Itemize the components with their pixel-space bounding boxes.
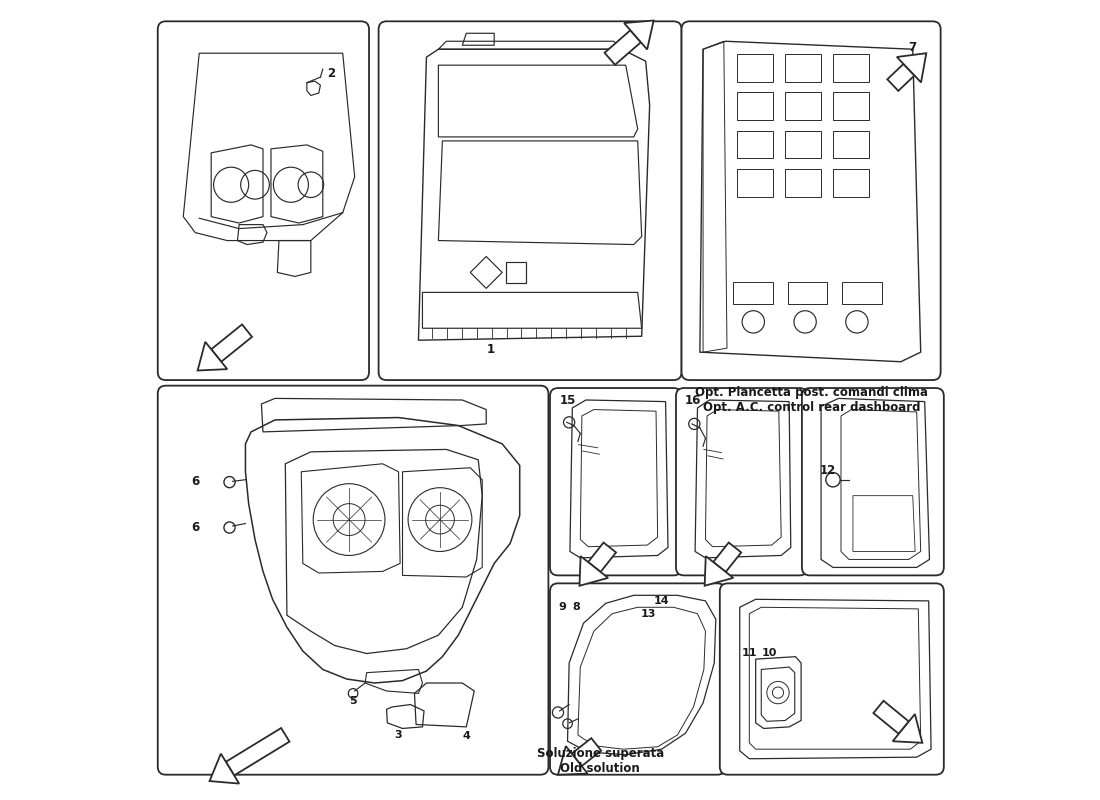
Polygon shape [624,21,653,50]
FancyBboxPatch shape [719,583,944,774]
Text: 12: 12 [820,464,836,477]
Polygon shape [705,556,734,586]
Text: 5: 5 [349,696,356,706]
Polygon shape [580,556,608,586]
Polygon shape [198,342,228,370]
FancyBboxPatch shape [378,22,682,380]
FancyBboxPatch shape [157,386,549,774]
Polygon shape [211,325,252,362]
Text: 15: 15 [560,394,576,406]
Text: Soluzione superata
Old solution: Soluzione superata Old solution [537,747,663,775]
FancyBboxPatch shape [550,583,725,774]
Text: eurospartes: eurospartes [475,223,608,242]
Text: 11: 11 [741,648,757,658]
Polygon shape [226,728,289,775]
Text: eurospartes: eurospartes [209,223,341,242]
Polygon shape [893,714,922,743]
Polygon shape [713,542,741,572]
Polygon shape [888,64,914,91]
FancyBboxPatch shape [802,388,944,575]
Text: 6: 6 [191,521,199,534]
Text: 7: 7 [909,41,917,54]
Text: 14: 14 [653,596,669,606]
FancyBboxPatch shape [157,22,368,380]
Text: 16: 16 [684,394,701,406]
Text: eurospartes: eurospartes [209,598,341,617]
Text: 13: 13 [641,609,657,618]
Text: 4: 4 [462,731,470,742]
Polygon shape [896,54,926,82]
Polygon shape [588,542,616,572]
FancyBboxPatch shape [676,388,807,575]
Text: 1: 1 [486,343,494,356]
Text: 3: 3 [395,730,403,740]
Text: 8: 8 [572,602,580,612]
Polygon shape [873,701,909,734]
Text: eurospartes: eurospartes [475,598,608,617]
Text: 6: 6 [191,475,199,488]
Text: 9: 9 [558,602,565,612]
Polygon shape [605,30,641,65]
Text: 2: 2 [327,66,334,80]
Polygon shape [572,738,602,766]
Polygon shape [210,754,239,783]
Text: Opt. Plancetta post. comandi clima
Opt. A.C. control rear dashboard: Opt. Plancetta post. comandi clima Opt. … [695,386,928,414]
Text: 10: 10 [761,648,777,658]
FancyBboxPatch shape [550,388,682,575]
Polygon shape [558,746,587,774]
FancyBboxPatch shape [682,22,940,380]
